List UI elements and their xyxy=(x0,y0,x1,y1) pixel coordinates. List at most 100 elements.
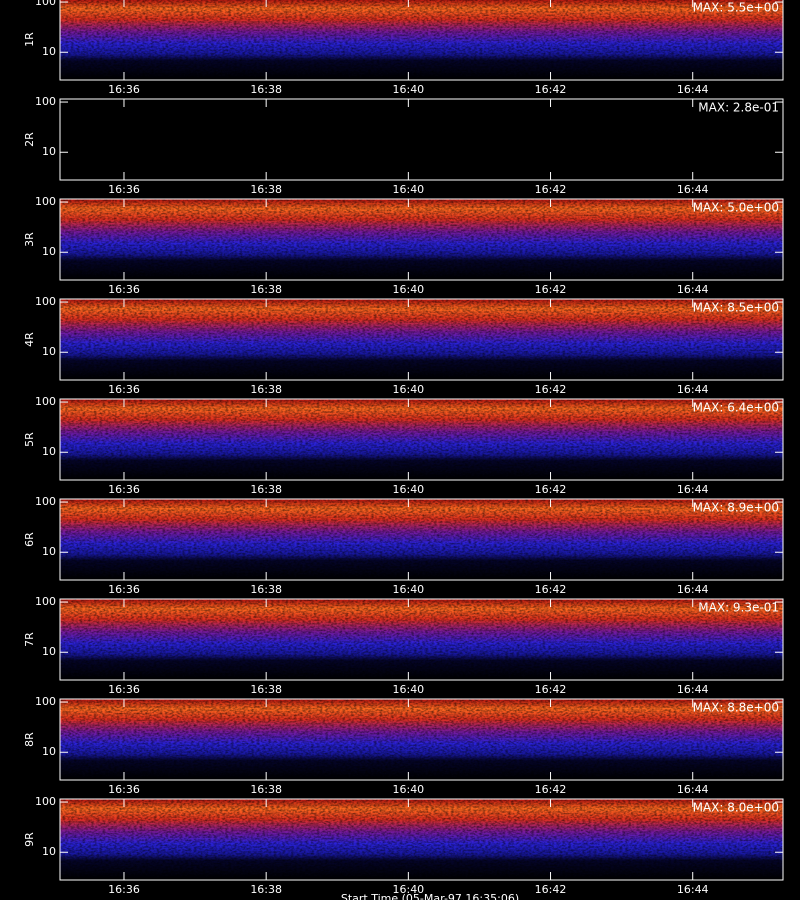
y-axis-label: 4R xyxy=(23,332,36,347)
max-label: MAX: 8.8e+00 xyxy=(693,701,779,715)
y-axis-label: 9R xyxy=(23,832,36,847)
x-tick-label: 16:40 xyxy=(392,483,424,496)
x-tick-label: 16:40 xyxy=(392,683,424,696)
spectrogram-texture xyxy=(60,599,783,680)
x-tick-label: 16:36 xyxy=(108,683,140,696)
y-axis-label: 7R xyxy=(23,632,36,647)
x-tick-label: 16:42 xyxy=(535,183,567,196)
x-tick-label: 16:38 xyxy=(250,83,282,96)
panel: 10 100 16:36 16:38 16:40 16:42 16:44 3R MAX: 5.0… xyxy=(23,195,784,296)
x-tick-label: 16:44 xyxy=(677,183,709,196)
panel: 10 100 16:36 16:38 16:40 16:42 16:44 5R MAX: 6.4… xyxy=(23,395,784,496)
x-tick-label: 16:40 xyxy=(392,883,424,896)
y-tick-label: 100 xyxy=(35,295,56,308)
max-label: MAX: 2.8e-01 xyxy=(698,101,779,115)
max-label: MAX: 8.9e+00 xyxy=(693,501,779,515)
footer-label: Start Time (05-Mar-97 16:35:06) xyxy=(341,892,519,900)
y-tick-label: 100 xyxy=(35,695,56,708)
x-tick-label: 16:42 xyxy=(535,383,567,396)
x-tick-label: 16:42 xyxy=(535,883,567,896)
x-tick-label: 16:38 xyxy=(250,483,282,496)
x-tick-label: 16:40 xyxy=(392,183,424,196)
x-tick-label: 16:44 xyxy=(677,383,709,396)
plot-frame xyxy=(59,0,784,81)
x-tick-label: 16:38 xyxy=(250,383,282,396)
spectrogram xyxy=(60,99,783,180)
x-tick-label: 16:44 xyxy=(677,83,709,96)
y-axis-label: 6R xyxy=(23,532,36,547)
panel: 10 100 16:36 16:38 16:40 16:42 16:44 9R MAX: 8.0… xyxy=(23,795,784,896)
y-tick-label: 10 xyxy=(42,345,56,358)
x-tick-label: 16:44 xyxy=(677,583,709,596)
x-tick-label: 16:44 xyxy=(677,683,709,696)
x-tick-label: 16:36 xyxy=(108,883,140,896)
max-label: MAX: 8.5e+00 xyxy=(693,301,779,315)
plot-frame xyxy=(59,698,784,781)
panel: 10 100 16:36 16:38 16:40 16:42 16:44 6R MAX: 8.9… xyxy=(23,495,784,596)
y-tick-label: 100 xyxy=(35,795,56,808)
panel: 10 100 16:36 16:38 16:40 16:42 16:44 8R MAX: 8.8… xyxy=(23,695,784,796)
spectrogram-texture xyxy=(60,399,783,480)
y-tick-label: 100 xyxy=(35,495,56,508)
x-tick-label: 16:40 xyxy=(392,83,424,96)
y-tick-label: 100 xyxy=(35,0,56,8)
x-tick-label: 16:40 xyxy=(392,583,424,596)
x-tick-label: 16:36 xyxy=(108,83,140,96)
x-tick-label: 16:40 xyxy=(392,783,424,796)
x-tick-label: 16:42 xyxy=(535,83,567,96)
x-tick-label: 16:44 xyxy=(677,483,709,496)
y-tick-label: 10 xyxy=(42,245,56,258)
y-axis-label: 3R xyxy=(23,232,36,247)
y-tick-label: 100 xyxy=(35,395,56,408)
x-tick-label: 16:36 xyxy=(108,383,140,396)
x-tick-label: 16:44 xyxy=(677,783,709,796)
x-tick-label: 16:36 xyxy=(108,583,140,596)
x-tick-label: 16:38 xyxy=(250,883,282,896)
plot-frame xyxy=(59,198,784,281)
y-tick-label: 10 xyxy=(42,845,56,858)
x-tick-label: 16:36 xyxy=(108,183,140,196)
spectrogram-texture xyxy=(60,699,783,780)
spectrogram-texture xyxy=(60,0,783,80)
y-tick-label: 10 xyxy=(42,45,56,58)
max-label: MAX: 9.3e-01 xyxy=(698,601,779,615)
y-tick-label: 10 xyxy=(42,645,56,658)
y-tick-label: 100 xyxy=(35,595,56,608)
y-axis-label: 5R xyxy=(23,432,36,447)
plot-frame xyxy=(59,298,784,381)
x-tick-label: 16:38 xyxy=(250,583,282,596)
x-tick-label: 16:38 xyxy=(250,183,282,196)
plot-frame xyxy=(59,798,784,881)
max-label: MAX: 8.0e+00 xyxy=(693,801,779,815)
x-tick-label: 16:44 xyxy=(677,283,709,296)
x-tick-label: 16:36 xyxy=(108,283,140,296)
panel: 10 100 16:36 16:38 16:40 16:42 16:44 4R MAX: 8.5… xyxy=(23,295,784,396)
x-tick-label: 16:42 xyxy=(535,483,567,496)
x-tick-label: 16:44 xyxy=(677,883,709,896)
x-tick-label: 16:36 xyxy=(108,483,140,496)
x-tick-label: 16:40 xyxy=(392,383,424,396)
x-tick-label: 16:40 xyxy=(392,283,424,296)
x-tick-label: 16:42 xyxy=(535,583,567,596)
spectrogram-texture xyxy=(60,499,783,580)
y-tick-label: 10 xyxy=(42,545,56,558)
y-tick-label: 10 xyxy=(42,745,56,758)
panel: 10 100 16:36 16:38 16:40 16:42 16:44 7R MAX: 9.3… xyxy=(23,595,784,696)
spectrogram-texture xyxy=(60,799,783,880)
plot-frame xyxy=(59,398,784,481)
y-tick-label: 10 xyxy=(42,445,56,458)
x-tick-label: 16:38 xyxy=(250,683,282,696)
x-tick-label: 16:42 xyxy=(535,283,567,296)
y-tick-label: 10 xyxy=(42,145,56,158)
y-axis-label: 2R xyxy=(23,132,36,147)
y-tick-label: 100 xyxy=(35,195,56,208)
y-axis-label: 8R xyxy=(23,732,36,747)
max-label: MAX: 5.0e+00 xyxy=(693,201,779,215)
plot-frame xyxy=(59,498,784,581)
y-axis-label: 1R xyxy=(23,32,36,47)
x-tick-label: 16:42 xyxy=(535,683,567,696)
spectrogram-texture xyxy=(60,299,783,380)
panel: 10 100 16:36 16:38 16:40 16:42 16:44 2R MAX: 2.8… xyxy=(23,95,784,196)
